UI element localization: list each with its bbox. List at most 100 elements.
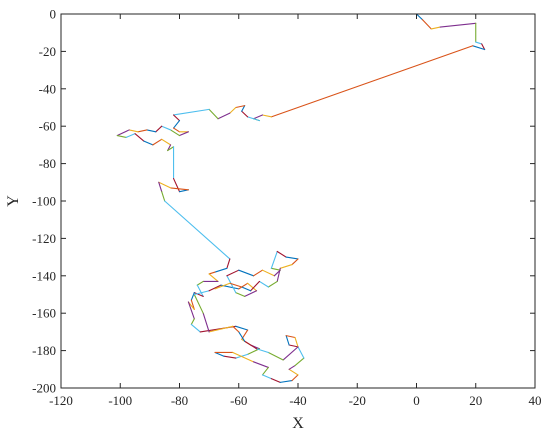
trajectory-segment	[146, 129, 157, 133]
x-axis: -120 -100 -80 -60 -40 -20 0 20 40	[49, 14, 542, 408]
trajectory-segment	[294, 336, 299, 348]
trajectory-segment	[128, 129, 139, 133]
trajectory-segment	[276, 250, 287, 258]
x-tick-label: 40	[529, 393, 542, 408]
trajectory-segment	[291, 374, 299, 382]
trajectory-segment	[244, 340, 258, 350]
trajectory-segment	[137, 129, 148, 133]
trajectory-segment	[247, 282, 258, 292]
trajectory-segment	[291, 258, 299, 266]
trajectory-segment	[253, 269, 264, 277]
trajectory-segment	[430, 26, 441, 30]
trajectory-segment	[161, 191, 166, 202]
trajectory-segment	[161, 125, 172, 131]
trajectory-segment	[116, 129, 130, 137]
y-tick-label: -20	[39, 44, 56, 59]
trajectory-segment	[481, 43, 486, 51]
trajectory-segment	[258, 280, 269, 288]
trajectory-segment	[267, 351, 284, 361]
x-axis-label: X	[292, 415, 304, 432]
x-tick-label: -120	[49, 393, 73, 408]
trajectory-segment	[193, 290, 210, 296]
trajectory-segment	[208, 273, 219, 282]
trajectory-segment	[167, 146, 175, 152]
trajectory-segment	[232, 325, 240, 333]
y-axis-label: Y	[5, 195, 22, 207]
trajectory-segment	[235, 105, 246, 109]
trajectory-segment	[125, 133, 136, 138]
trajectory-segment	[173, 178, 181, 193]
trajectory-segment	[247, 348, 261, 355]
y-tick-label: -40	[39, 81, 56, 96]
trajectory-segment	[276, 267, 281, 282]
trajectory-segment	[229, 106, 237, 114]
trajectory-segment	[196, 284, 204, 297]
trajectory-segment	[235, 325, 249, 331]
trajectory-segment	[421, 19, 432, 30]
trajectory-segment	[214, 351, 225, 357]
trajectory-segment	[255, 348, 269, 354]
trajectory-segment	[134, 133, 145, 142]
x-tick-label: -80	[171, 393, 188, 408]
trajectory-segment	[155, 125, 163, 133]
trajectory-segment	[279, 264, 293, 269]
y-tick-label: -140	[32, 268, 56, 283]
y-tick-label: -80	[39, 156, 56, 171]
trajectory-segment	[190, 323, 201, 333]
trajectory-segment	[282, 346, 299, 361]
trajectory-segment	[116, 135, 127, 138]
trajectory-segment	[190, 318, 195, 325]
x-tick-label: -40	[289, 393, 306, 408]
series-trajectory	[116, 13, 486, 383]
trajectory-segment	[415, 13, 423, 21]
trajectory-segment	[241, 110, 249, 118]
trajectory-segment	[297, 346, 305, 359]
trajectory-segment	[235, 292, 246, 297]
y-axis: 0 -20 -40 -60 -80 -100 -120 -140 -160 -180 -200	[32, 7, 535, 396]
trajectory-segment	[232, 351, 255, 363]
trajectory-segment	[161, 138, 172, 146]
trajectory-segment	[208, 284, 222, 292]
trajectory-segment	[158, 181, 163, 193]
x-tick-label: -100	[108, 393, 132, 408]
trajectory-segment	[261, 366, 269, 376]
trajectory-segment	[173, 114, 181, 122]
trajectory-segment	[193, 293, 204, 314]
trajectory-segment	[208, 325, 234, 333]
trajectory-segment	[152, 138, 163, 146]
trajectory-segment	[214, 267, 228, 273]
y-tick-label: -60	[39, 119, 56, 134]
y-tick-label: -100	[32, 194, 56, 209]
trajectory-segment	[285, 256, 299, 260]
trajectory-segment	[208, 108, 219, 120]
trajectory-segment	[270, 267, 281, 271]
trajectory-segment	[196, 280, 204, 286]
trajectory-segment	[475, 41, 483, 45]
x-tick-label: -20	[349, 393, 366, 408]
trajectory-segment	[261, 374, 272, 380]
trajectory-segment	[173, 108, 210, 116]
y-tick-label: -200	[32, 381, 56, 396]
x-tick-label: -60	[230, 393, 247, 408]
x-tick-label: 20	[469, 393, 482, 408]
trajectory-segment	[238, 282, 249, 290]
trajectory-segment	[267, 280, 278, 288]
trajectory-segment	[238, 269, 255, 277]
trajectory-segment	[170, 129, 181, 137]
plot-frame	[60, 13, 536, 389]
trajectory-segment	[439, 22, 477, 28]
trajectory-segment	[226, 258, 231, 269]
trajectory-segment	[285, 335, 290, 346]
trajectory-segment	[193, 292, 204, 297]
trajectory-segment	[173, 120, 181, 129]
trajectory-segment	[214, 282, 231, 290]
y-tick-label: -120	[32, 231, 56, 246]
trajectory-segment	[244, 290, 258, 297]
trajectory-segment	[253, 114, 264, 120]
trajectory-segment	[285, 335, 296, 339]
trajectory-segment	[143, 140, 154, 146]
trajectory-segment	[238, 331, 246, 342]
trajectory-segment	[229, 282, 243, 288]
trajectory-segment	[253, 361, 269, 368]
